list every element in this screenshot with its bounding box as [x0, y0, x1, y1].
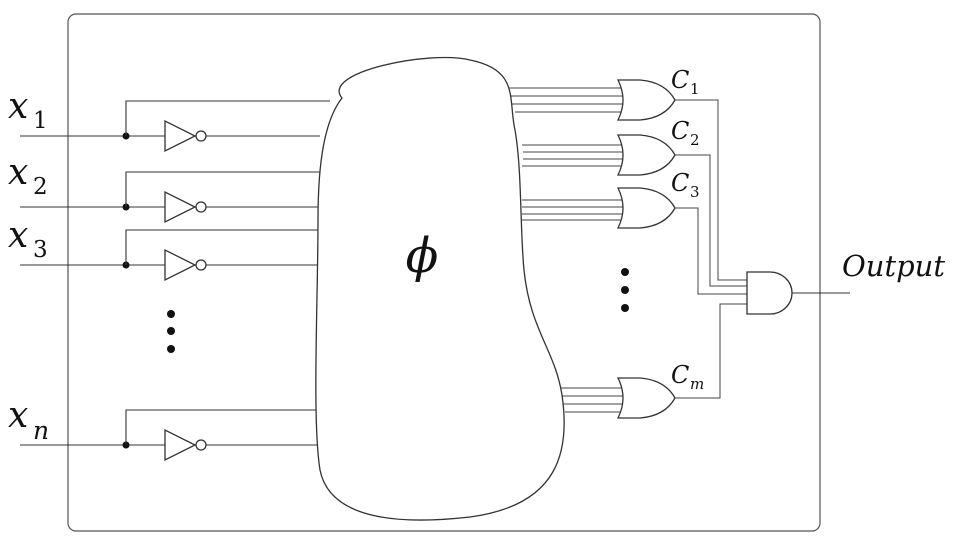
or-gate-c1 [616, 79, 676, 121]
clause-input-wires [505, 87, 626, 413]
clause-output-wires [675, 99, 748, 399]
input-label-x1: x 1 [8, 86, 48, 134]
svg-text:C: C [671, 361, 689, 389]
clause-label-cm: C m [671, 361, 704, 393]
or-gate-cm [616, 377, 676, 419]
input-label-x2: x 2 [8, 152, 48, 200]
input-label-xn: x n [8, 395, 49, 445]
input-ellipsis [167, 310, 175, 353]
svg-text:x: x [8, 395, 28, 436]
or-gate-c2 [616, 134, 676, 176]
clause-label-c1: C 1 [671, 66, 700, 98]
svg-text:m: m [690, 375, 704, 393]
svg-text:C: C [671, 66, 689, 94]
svg-text:2: 2 [33, 174, 48, 200]
svg-text:C: C [671, 169, 689, 197]
input-wires-xn [20, 409, 330, 462]
svg-text:x: x [8, 86, 28, 127]
svg-text:x: x [8, 152, 28, 193]
formula-symbol: ϕ [406, 228, 439, 284]
input-label-x3: x 3 [8, 215, 48, 263]
svg-text:n: n [33, 416, 49, 445]
formula-blob [315, 56, 565, 521]
input-wires-x3 [20, 229, 320, 282]
svg-text:x: x [8, 215, 28, 256]
and-gate [746, 271, 793, 315]
clause-label-c2: C 2 [671, 117, 700, 149]
input-wires-x1 [20, 100, 330, 153]
clause-ellipsis [621, 268, 629, 312]
input-wires-x2 [20, 171, 320, 224]
frame [67, 13, 821, 532]
svg-text:3: 3 [690, 183, 700, 201]
svg-text:1: 1 [690, 80, 700, 98]
or-gate-c3 [616, 187, 676, 229]
svg-text:C: C [671, 117, 689, 145]
svg-text:1: 1 [33, 108, 48, 134]
clause-label-c3: C 3 [671, 169, 700, 201]
output-label: Output [842, 249, 945, 283]
svg-text:3: 3 [33, 237, 48, 263]
svg-text:2: 2 [690, 131, 700, 149]
